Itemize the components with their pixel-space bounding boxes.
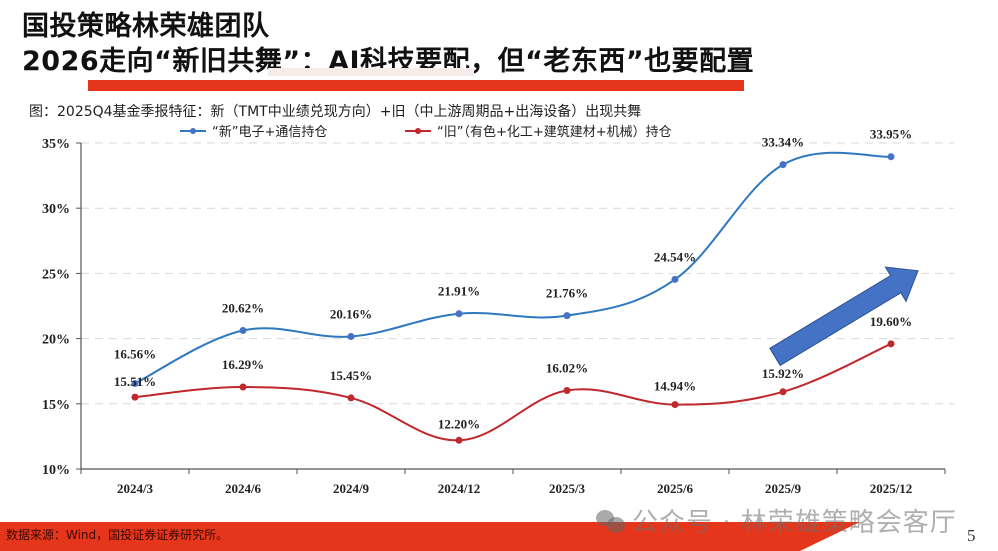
- data-label: 16.02%: [546, 360, 588, 375]
- data-point: [563, 386, 571, 394]
- x-tick-label: 2024/3: [117, 481, 154, 496]
- slide-title-team: 国投策略林荣雄团队: [22, 11, 270, 42]
- x-tick-label: 2025/3: [549, 481, 586, 496]
- data-point: [239, 327, 247, 335]
- y-tick-label: 30%: [42, 202, 70, 217]
- legend-line-marker-icon: [405, 127, 431, 134]
- y-tick-label: 10%: [42, 463, 70, 478]
- x-axis-ticks: 2024/3 2024/6 2024/9 2024/12 2025/3 2025/6 202…: [80, 469, 946, 496]
- y-tick-label: 35%: [42, 137, 70, 152]
- figure-caption: 图：2025Q4基金季报特征：新（TMT中业绩兑现方向）+旧（中上游周期品+出海…: [29, 104, 642, 120]
- gridlines: [81, 142, 954, 405]
- data-label: 21.91%: [438, 284, 480, 299]
- data-label: 16.29%: [222, 357, 264, 372]
- arrow-shape: [769, 266, 919, 367]
- data-point: [887, 153, 895, 161]
- x-tick-label: 2025/12: [870, 481, 913, 496]
- data-point: [779, 161, 787, 169]
- x-tick-label: 2024/12: [438, 481, 481, 496]
- data-point: [779, 388, 787, 396]
- data-label: 12.20%: [438, 416, 480, 431]
- data-label: 15.92%: [762, 366, 804, 381]
- axes: [80, 143, 945, 470]
- title-underline-shadow: [268, 68, 474, 76]
- trend-arrow-icon: [769, 266, 919, 367]
- data-point: [887, 340, 895, 348]
- title-accent-bar: [88, 80, 744, 91]
- data-source-note: 数据来源：Wind，国投证券证券研究所。: [6, 528, 229, 542]
- y-tick-label: 25%: [42, 267, 70, 282]
- x-tick-label: 2024/9: [333, 481, 370, 496]
- data-label: 15.45%: [330, 368, 372, 383]
- legend-label-new: “新”电子+通信持仓: [212, 125, 328, 140]
- data-point: [455, 310, 463, 318]
- data-label: 21.76%: [546, 286, 588, 301]
- data-point: [239, 383, 247, 391]
- data-point: [347, 394, 355, 402]
- y-axis-ticks: 10% 15% 20% 25% 30% 35%: [42, 137, 81, 478]
- data-label: 14.94%: [654, 379, 696, 394]
- data-labels: 16.56% 20.62% 20.16% 21.91% 21.76% 24.54% 33.3…: [114, 127, 912, 432]
- data-label: 19.60%: [870, 314, 912, 329]
- x-tick-label: 2025/9: [765, 481, 802, 496]
- data-label: 20.16%: [330, 307, 372, 322]
- data-label: 24.54%: [654, 249, 696, 264]
- legend-label-old: “旧”（有色+化工+建筑建材+机械）持仓: [437, 125, 672, 140]
- annotations: [769, 266, 919, 367]
- legend-item-new: “新”电子+通信持仓: [180, 121, 327, 140]
- legend-line-marker-icon: [180, 127, 206, 134]
- footer-band: [0, 522, 860, 551]
- watermark: 公众号 · 林荣雄策略会客厅: [596, 502, 957, 539]
- series-lines: [131, 151, 895, 444]
- data-point: [131, 379, 139, 387]
- data-point: [671, 275, 679, 283]
- data-point: [671, 401, 679, 409]
- series-line-old: [134, 342, 892, 442]
- data-point: [131, 393, 139, 401]
- series-line-new: [134, 151, 892, 385]
- watermark-text: 公众号 · 林荣雄策略会客厅: [632, 508, 957, 538]
- data-label: 15.51%: [114, 374, 156, 389]
- x-tick-label: 2024/6: [225, 481, 262, 496]
- y-tick-label: 15%: [42, 398, 70, 413]
- page-number: 5: [967, 526, 976, 545]
- legend-item-old: “旧”（有色+化工+建筑建材+机械）持仓: [405, 121, 672, 140]
- y-tick-label: 20%: [42, 333, 70, 348]
- x-tick-label: 2025/6: [657, 481, 694, 496]
- data-point: [455, 436, 463, 444]
- data-label: 16.56%: [114, 346, 156, 361]
- data-label: 33.34%: [762, 135, 804, 150]
- data-label: 33.95%: [870, 127, 912, 142]
- data-point: [563, 312, 571, 320]
- data-point: [347, 333, 355, 341]
- wechat-icon: [596, 508, 626, 534]
- data-label: 20.62%: [222, 301, 264, 316]
